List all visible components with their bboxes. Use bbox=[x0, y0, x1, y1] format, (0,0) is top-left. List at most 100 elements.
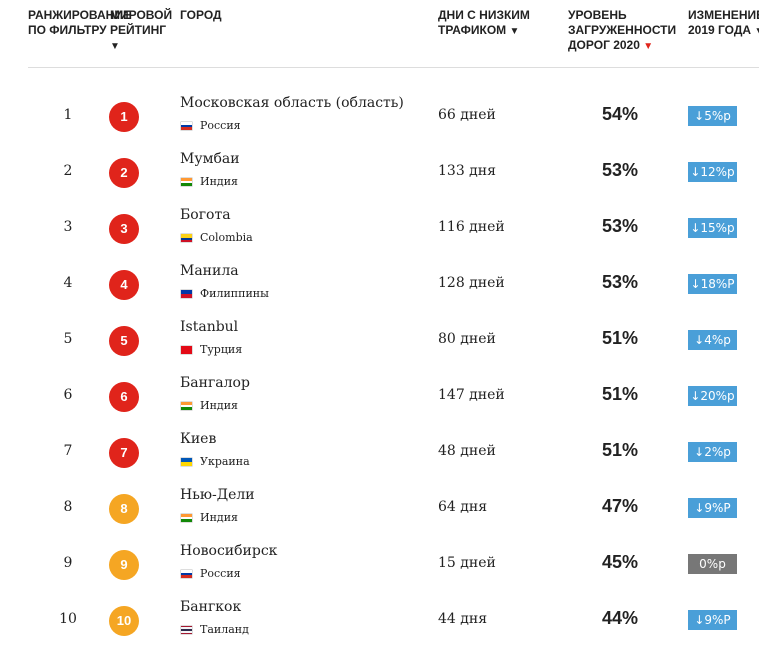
flag-stripe bbox=[181, 290, 192, 294]
filter-rank: 1 bbox=[63, 107, 73, 123]
congestion-level: 53% bbox=[601, 272, 638, 292]
congestion-level: 51% bbox=[601, 384, 638, 404]
world-rank-badge: 6 bbox=[109, 382, 139, 412]
country-name: Филиппины bbox=[200, 287, 269, 300]
world-rank-badge: 2 bbox=[109, 158, 139, 188]
flag-stripe bbox=[181, 629, 192, 632]
table-row[interactable]: 5 5 Istanbul Турция 80 дней 51% ↓4%р bbox=[0, 313, 759, 369]
filter-rank: 9 bbox=[63, 555, 73, 571]
change-badge: ↓9%Р bbox=[688, 498, 737, 518]
column-header[interactable]: ДНИ С НИЗКИМ ТРАФИКОМ ▼ bbox=[438, 8, 548, 39]
sort-arrow: ▼ bbox=[509, 26, 520, 37]
flag-stripe bbox=[181, 346, 192, 354]
flag-stripe bbox=[181, 519, 192, 523]
table-row[interactable]: 3 3 Богота Colombia 116 дней 53% ↓15%р bbox=[0, 201, 759, 257]
table-row[interactable]: 10 10 Бангкок Таиланд 44 дня 44% ↓9%Р bbox=[0, 593, 759, 649]
change-badge: ↓15%р bbox=[688, 218, 737, 238]
low-traffic-days: 44 дня bbox=[438, 611, 488, 627]
filter-rank: 8 bbox=[63, 499, 73, 515]
flag-stripe bbox=[181, 236, 192, 238]
change-badge: ↓18%Р bbox=[688, 274, 737, 294]
change-badge: ↓4%р bbox=[688, 330, 737, 350]
country-flag bbox=[181, 234, 192, 242]
city-name: Богота bbox=[180, 207, 231, 223]
table-row[interactable]: 1 1 Московская область (область) Россия 66 д… bbox=[0, 89, 759, 145]
flag-stripe bbox=[181, 240, 192, 242]
country-flag bbox=[181, 514, 192, 523]
low-traffic-days: 80 дней bbox=[438, 331, 496, 347]
congestion-level: 44% bbox=[601, 608, 638, 628]
flag-stripe bbox=[181, 124, 192, 128]
header-label: ГОРОД bbox=[180, 8, 222, 22]
flag-stripe bbox=[181, 626, 192, 628]
change-badge: ↓2%р bbox=[688, 442, 737, 462]
table-row[interactable]: 7 7 Киев Украина 48 дней 51% ↓2%р bbox=[0, 425, 759, 481]
city-name: Манила bbox=[180, 263, 239, 279]
country-flag bbox=[181, 290, 192, 298]
congestion-level: 53% bbox=[601, 160, 638, 180]
flag-stripe bbox=[181, 516, 192, 520]
flag-stripe bbox=[181, 234, 192, 236]
country-name: Colombia bbox=[200, 231, 253, 244]
table-row[interactable]: 4 4 Манила Филиппины 128 дней 53% ↓18%Р bbox=[0, 257, 759, 313]
world-rank-badge: 4 bbox=[109, 270, 139, 300]
table-row[interactable]: 9 9 Новосибирск Россия 15 дней 45% 0%р bbox=[0, 537, 759, 593]
flag-stripe bbox=[181, 572, 192, 576]
world-rank-badge: 9 bbox=[109, 550, 139, 580]
world-rank-badge: 3 bbox=[109, 214, 139, 244]
table-row[interactable]: 8 8 Нью-Дели Индия 64 дня 47% ↓9%Р bbox=[0, 481, 759, 537]
filter-rank: 2 bbox=[63, 163, 73, 179]
country-flag bbox=[181, 178, 192, 187]
country-flag bbox=[181, 122, 192, 131]
flag-stripe bbox=[181, 462, 192, 466]
world-rank-badge: 7 bbox=[109, 438, 139, 468]
country-name: Индия bbox=[200, 399, 238, 412]
flag-stripe bbox=[181, 628, 192, 630]
country-name: Украина bbox=[200, 455, 250, 468]
country-flag bbox=[181, 570, 192, 579]
table-row[interactable]: 2 2 Мумбаи Индия 133 дня 53% ↓12%р bbox=[0, 145, 759, 201]
change-badge: ↓20%р bbox=[688, 386, 737, 406]
flag-stripe bbox=[181, 632, 192, 634]
header-label: МИРОВОЙ РЕЙТИНГ bbox=[110, 8, 173, 37]
flag-stripe bbox=[181, 402, 192, 405]
flag-stripe bbox=[181, 514, 192, 517]
low-traffic-days: 66 дней bbox=[438, 107, 496, 123]
table-row[interactable]: 6 6 Бангалор Индия 147 дней 51% ↓20%р bbox=[0, 369, 759, 425]
column-header: ГОРОД bbox=[180, 8, 300, 23]
country-flag bbox=[181, 346, 192, 354]
sort-arrow: ▼ bbox=[110, 41, 120, 52]
low-traffic-days: 128 дней bbox=[438, 275, 505, 291]
change-badge: ↓12%р bbox=[688, 162, 737, 182]
world-rank-badge: 8 bbox=[109, 494, 139, 524]
country-name: Турция bbox=[200, 343, 243, 356]
country-name: Россия bbox=[200, 567, 241, 580]
city-name: Новосибирск bbox=[180, 543, 278, 559]
congestion-level: 47% bbox=[601, 496, 638, 516]
change-badge: ↓9%Р bbox=[688, 610, 737, 630]
column-header[interactable]: УРОВЕНЬ ЗАГРУЖЕННОСТИ ДОРОГ 2020 ▼ bbox=[568, 8, 680, 54]
filter-rank: 4 bbox=[63, 275, 73, 291]
change-badge: 0%р bbox=[688, 554, 737, 574]
sort-arrow: ▼ bbox=[754, 26, 759, 37]
flag-stripe bbox=[181, 404, 192, 408]
flag-stripe bbox=[181, 238, 192, 240]
low-traffic-days: 64 дня bbox=[438, 499, 488, 515]
filter-rank: 3 bbox=[63, 219, 73, 235]
world-rank-badge: 10 bbox=[109, 606, 139, 636]
low-traffic-days: 133 дня bbox=[438, 163, 496, 179]
column-header[interactable]: МИРОВОЙ РЕЙТИНГ ▼ bbox=[110, 8, 178, 54]
country-flag bbox=[181, 402, 192, 411]
header-label: ИЗМЕНЕНИЕ 2019 ГОДА bbox=[688, 8, 759, 37]
filter-rank: 10 bbox=[59, 611, 77, 627]
flag-stripe bbox=[181, 178, 192, 181]
flag-stripe bbox=[181, 294, 192, 298]
flag-stripe bbox=[181, 570, 192, 573]
city-name: Бангалор bbox=[180, 375, 250, 391]
column-header[interactable]: ИЗМЕНЕНИЕ 2019 ГОДА ▼ bbox=[688, 8, 759, 39]
flag-stripe bbox=[181, 575, 192, 579]
city-name: Нью-Дели bbox=[180, 487, 255, 503]
city-name: Мумбаи bbox=[180, 151, 240, 167]
congestion-level: 54% bbox=[601, 104, 638, 124]
world-rank-badge: 1 bbox=[109, 102, 139, 132]
